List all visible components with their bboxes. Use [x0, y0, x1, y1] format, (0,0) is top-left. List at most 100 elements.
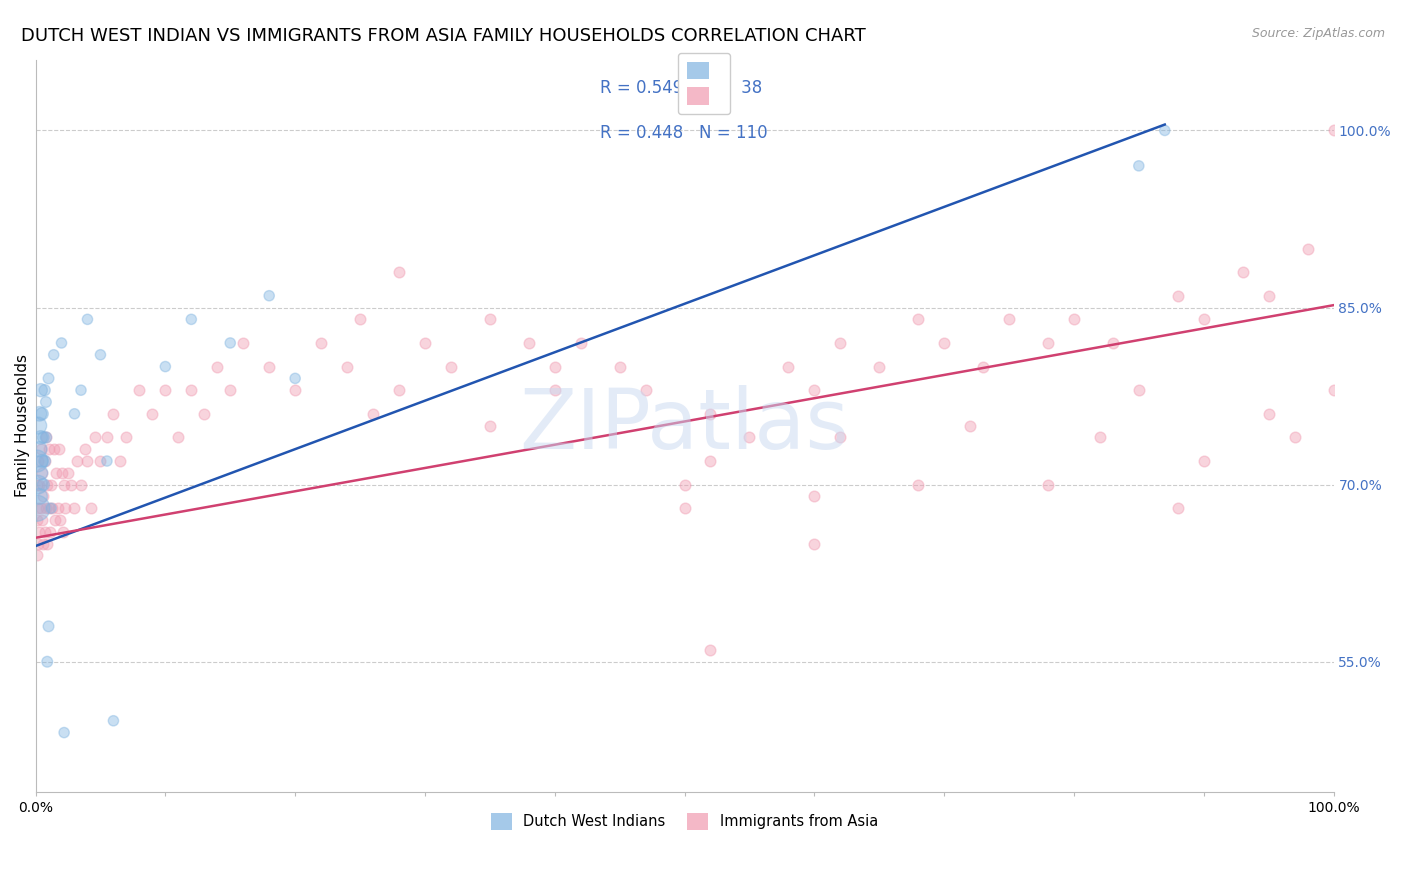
Point	[38, 524, 60, 539]
Point	[53, 477, 76, 491]
Point	[30, 430, 52, 444]
Point	[609, 359, 631, 374]
Point	[32, 430, 55, 444]
Point	[284, 383, 307, 397]
Point	[37, 536, 59, 550]
Point	[35, 430, 58, 444]
Point	[1128, 159, 1150, 173]
Point	[1088, 430, 1111, 444]
Point	[868, 359, 890, 374]
Point	[1192, 454, 1215, 468]
Point	[932, 335, 955, 350]
Point	[388, 265, 411, 279]
Point	[39, 477, 62, 491]
Point	[830, 335, 852, 350]
Point	[51, 466, 73, 480]
Point	[30, 466, 52, 480]
Point	[31, 466, 53, 480]
Point	[35, 395, 58, 409]
Point	[35, 430, 58, 444]
Point	[32, 490, 55, 504]
Point	[37, 477, 59, 491]
Point	[34, 524, 56, 539]
Point	[1153, 123, 1175, 137]
Point	[89, 454, 111, 468]
Point	[27, 477, 49, 491]
Point	[128, 383, 150, 397]
Point	[699, 643, 721, 657]
Y-axis label: Family Households: Family Households	[15, 354, 30, 497]
Point	[699, 454, 721, 468]
Point	[28, 524, 51, 539]
Point	[219, 383, 242, 397]
Point	[309, 335, 332, 350]
Point	[517, 335, 540, 350]
Point	[544, 383, 567, 397]
Point	[830, 430, 852, 444]
Point	[27, 536, 49, 550]
Text: DUTCH WEST INDIAN VS IMMIGRANTS FROM ASIA FAMILY HOUSEHOLDS CORRELATION CHART: DUTCH WEST INDIAN VS IMMIGRANTS FROM ASI…	[21, 27, 866, 45]
Point	[38, 501, 60, 516]
Point	[63, 501, 86, 516]
Point	[673, 477, 696, 491]
Point	[56, 466, 79, 480]
Point	[28, 407, 51, 421]
Point	[673, 501, 696, 516]
Point	[30, 383, 52, 397]
Point	[70, 477, 93, 491]
Point	[1284, 430, 1306, 444]
Point	[180, 383, 202, 397]
Point	[544, 359, 567, 374]
Point	[44, 513, 66, 527]
Point	[1257, 289, 1279, 303]
Point	[1296, 242, 1319, 256]
Point	[76, 312, 98, 326]
Point	[803, 490, 825, 504]
Point	[207, 359, 229, 374]
Text: R = 0.448   N = 110: R = 0.448 N = 110	[600, 124, 768, 142]
Point	[569, 335, 592, 350]
Point	[70, 383, 93, 397]
Point	[478, 312, 501, 326]
Point	[27, 418, 49, 433]
Point	[1167, 289, 1189, 303]
Point	[27, 454, 49, 468]
Point	[55, 501, 77, 516]
Point	[1192, 312, 1215, 326]
Point	[25, 501, 48, 516]
Point	[96, 454, 118, 468]
Point	[907, 477, 929, 491]
Point	[361, 407, 384, 421]
Point	[25, 477, 48, 491]
Point	[32, 536, 55, 550]
Point	[66, 454, 89, 468]
Text: Source: ZipAtlas.com: Source: ZipAtlas.com	[1251, 27, 1385, 40]
Point	[1063, 312, 1085, 326]
Point	[63, 407, 86, 421]
Point	[35, 501, 58, 516]
Point	[73, 442, 96, 457]
Point	[232, 335, 254, 350]
Point	[155, 383, 177, 397]
Point	[959, 418, 981, 433]
Point	[37, 655, 59, 669]
Point	[284, 371, 307, 385]
Point	[1102, 335, 1125, 350]
Point	[46, 501, 69, 516]
Point	[45, 466, 67, 480]
Point	[80, 501, 103, 516]
Point	[30, 501, 52, 516]
Point	[634, 383, 657, 397]
Point	[31, 513, 53, 527]
Point	[907, 312, 929, 326]
Point	[51, 335, 73, 350]
Point	[34, 454, 56, 468]
Point	[76, 454, 98, 468]
Point	[38, 442, 60, 457]
Point	[257, 289, 280, 303]
Point	[440, 359, 463, 374]
Point	[1036, 477, 1059, 491]
Point	[34, 383, 56, 397]
Point	[1322, 383, 1344, 397]
Point	[89, 348, 111, 362]
